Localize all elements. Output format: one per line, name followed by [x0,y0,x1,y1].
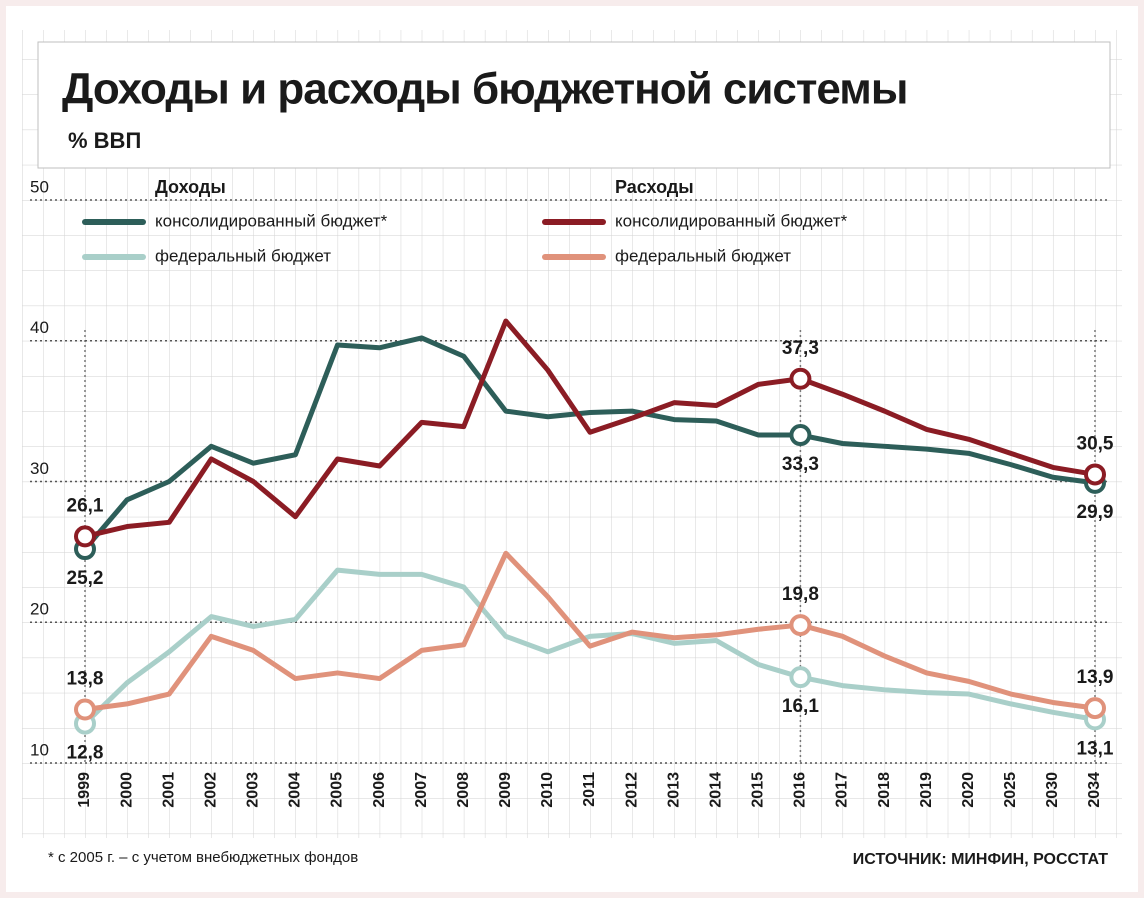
x-tick-label: 2006 [371,772,388,808]
x-tick-label: 2018 [876,772,893,808]
point [789,666,812,689]
x-tick-label: 2014 [707,772,724,808]
footnote: * с 2005 г. – с учетом внебюджетных фонд… [48,849,358,866]
x-tick-label: 2030 [1044,772,1061,808]
x-tick-label: 2011 [581,772,598,807]
x-tick-label: 2008 [455,772,472,808]
value-label: 12,8 [67,743,104,764]
y-tick-label: 30 [30,459,49,478]
x-tick-label: 2012 [623,772,640,808]
x-tick-label: 2005 [329,772,346,808]
source: ИСТОЧНИК: МИНФИН, РОССТАТ [853,851,1108,868]
value-label: 30,5 [1077,433,1114,454]
x-tick-label: 2007 [413,772,430,808]
point [1084,463,1106,486]
x-tick-label: 2010 [539,772,556,808]
point [789,424,812,447]
x-tick-label: 2016 [792,772,809,808]
y-tick-label: 20 [30,600,49,619]
x-tick-label: 2019 [918,772,935,808]
point [789,367,812,390]
legend-group-title: Расходы [615,177,694,197]
value-label: 13,1 [1077,738,1114,759]
chart-title: Доходы и расходы бюджетной системы [62,65,907,114]
x-tick-label: 2013 [665,772,682,808]
chart-subtitle: % ВВП [68,128,141,153]
line [83,567,1096,726]
value-label: 13,9 [1077,667,1114,688]
line [84,550,1096,712]
x-tick-label: 2000 [118,772,135,808]
value-label: 37,3 [782,338,819,359]
legend-group-title: Доходы [155,177,226,197]
point [789,614,812,637]
value-label: 29,9 [1077,502,1114,523]
legend-label: консолидированный бюджет* [615,211,848,230]
value-label: 13,8 [67,669,104,690]
x-tick-label: 2009 [497,772,514,808]
value-label: 26,1 [67,495,104,516]
line [83,335,1096,551]
x-tick-label: 1999 [76,772,93,808]
y-tick-label: 40 [30,318,49,337]
footer-band [22,845,1122,875]
x-tick-label: 2004 [287,772,304,808]
legend-label: федеральный бюджет [155,246,331,265]
legend-label: консолидированный бюджет* [155,211,388,230]
title-box [37,41,1111,169]
x-tick-label: 2025 [1002,772,1019,808]
legend-label: федеральный бюджет [615,246,791,265]
x-tick-label: 2001 [160,772,177,808]
value-label: 25,2 [67,568,104,589]
y-tick-label: 10 [30,740,49,759]
x-tick-label: 2020 [960,772,977,808]
x-tick-label: 2003 [245,772,262,808]
x-tick-label: 2017 [834,772,851,808]
value-label: 19,8 [782,584,819,605]
x-tick-label: 2002 [202,772,219,808]
point [1084,697,1106,720]
point [74,525,96,548]
value-label: 33,3 [782,454,819,475]
point [74,698,96,721]
line [84,318,1096,539]
value-label: 16,1 [782,696,819,717]
y-tick-label: 50 [30,177,49,196]
x-tick-label: 2015 [750,772,767,808]
x-tick-label: 2034 [1086,772,1103,808]
